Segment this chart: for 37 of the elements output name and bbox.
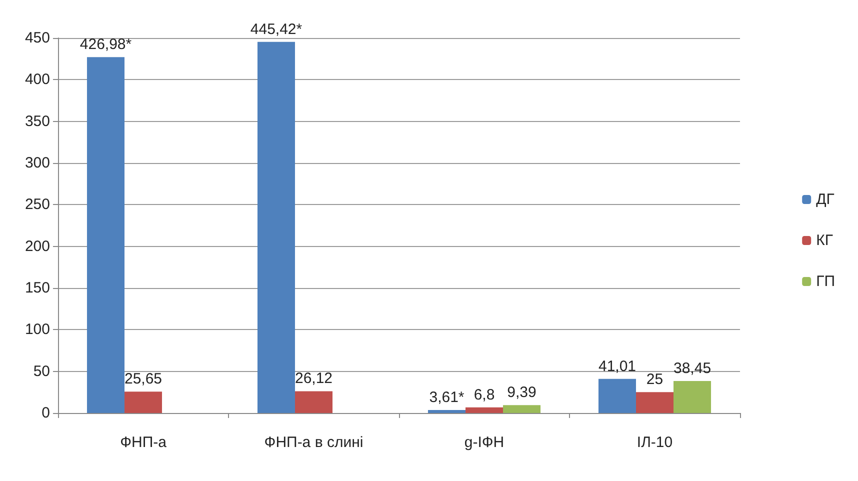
y-tick-label: 150 [24, 280, 50, 296]
bar [465, 407, 504, 413]
data-label: 41,01 [598, 358, 636, 375]
legend-label: ГП [816, 273, 835, 290]
bar [674, 380, 712, 413]
y-tick-label: 50 [33, 362, 50, 380]
data-label: 426,98* [80, 36, 132, 54]
y-tick-label: 200 [24, 238, 50, 255]
bar [124, 392, 162, 413]
legend-label: КГ [816, 232, 833, 249]
y-tick-label: 300 [24, 154, 50, 172]
data-label: 9,39 [507, 384, 536, 402]
bar [503, 405, 541, 413]
bar [636, 392, 674, 413]
data-label: 3,61* [429, 388, 464, 406]
data-label: 445,42* [250, 20, 302, 38]
bar [257, 42, 295, 413]
bar [86, 57, 124, 413]
data-label: 25 [646, 371, 664, 388]
data-label: 6,8 [474, 386, 495, 404]
bar [428, 410, 466, 413]
y-tick-label: 450 [24, 30, 50, 46]
data-label: 25,65 [124, 370, 162, 388]
data-label: 26,12 [294, 370, 333, 388]
legend-label: ДГ [816, 191, 834, 208]
y-tick-label: 400 [24, 71, 50, 88]
x-tick-label: IЛ-10 [636, 434, 673, 451]
y-tick-label: 0 [42, 404, 50, 422]
y-tick-label: 350 [24, 112, 50, 130]
x-tick-label: ФНП-а [120, 434, 168, 451]
data-label: 38,45 [673, 360, 712, 377]
y-tick-label: 100 [24, 321, 50, 338]
bar [598, 378, 636, 413]
x-tick-label: ФНП-а в слині [264, 434, 364, 451]
y-tick-label: 250 [24, 196, 50, 214]
x-tick-label: g-IФН [464, 434, 504, 451]
bar [294, 391, 333, 413]
